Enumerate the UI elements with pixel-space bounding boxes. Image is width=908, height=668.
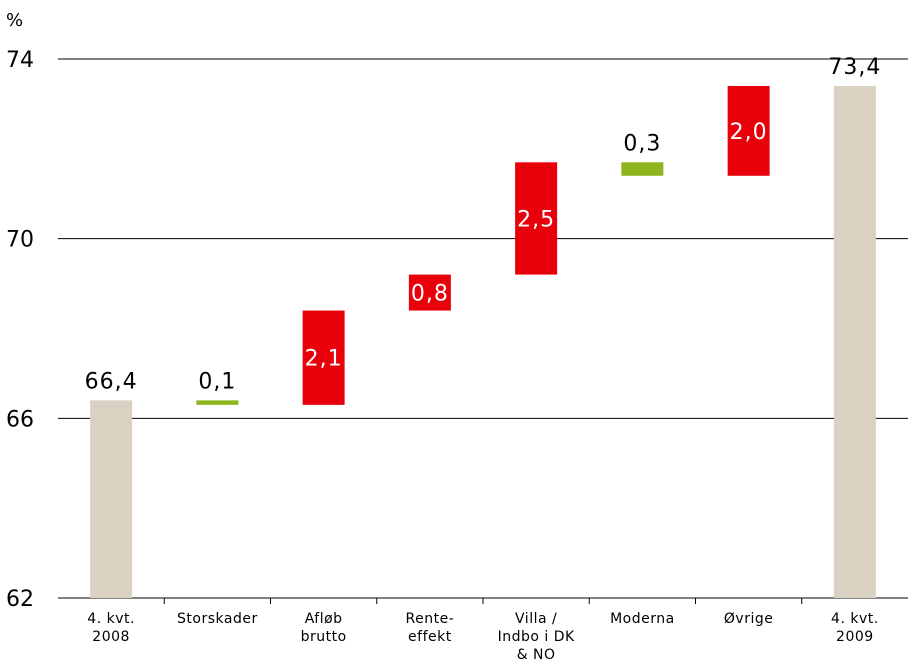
bar-8 xyxy=(833,85,876,598)
data-label-3: 2,1 xyxy=(305,347,343,372)
y-unit-label: % xyxy=(6,10,23,31)
category-label-5: & NO xyxy=(517,647,556,663)
bars xyxy=(90,85,876,598)
bar-5 xyxy=(515,162,558,275)
category-label-3: brutto xyxy=(301,629,347,645)
category-label-6: Moderna xyxy=(610,611,675,627)
category-label-3: Afløb xyxy=(305,611,343,627)
data-label-2: 0,1 xyxy=(198,369,236,394)
data-label-5: 2,5 xyxy=(517,207,555,232)
category-label-1: 4. kvt. xyxy=(87,611,135,627)
x-axis-category-labels: 4. kvt. 2008 Storskader Afløb brutto Rente-ef… xyxy=(87,611,878,663)
gridlines xyxy=(58,58,908,604)
bar-3 xyxy=(302,310,345,405)
category-label-2: Storskader xyxy=(177,611,258,627)
category-label-4: Rente- xyxy=(406,611,455,627)
category-label-4: effekt xyxy=(408,629,452,645)
data-labels: 66,4 0,1 2,1 0,8 2,5 0,3 2,0 73,4 xyxy=(85,55,881,394)
category-label-8: 4. kvt. xyxy=(831,611,879,627)
data-label-7: 2,0 xyxy=(730,120,768,145)
data-label-1: 66,4 xyxy=(85,369,138,394)
category-label-5: Villa / xyxy=(515,611,557,627)
y-tick-label: 70 xyxy=(6,228,34,253)
y-tick-label: 74 xyxy=(6,48,34,73)
category-label-7: Øvrige xyxy=(724,611,773,627)
y-tick-label: 66 xyxy=(6,407,34,432)
bar-6 xyxy=(621,162,664,176)
data-label-4: 0,8 xyxy=(411,282,449,307)
data-label-8: 73,4 xyxy=(828,55,881,80)
bar-7 xyxy=(727,85,770,176)
category-label-8: 2009 xyxy=(836,629,874,645)
category-label-1: 2008 xyxy=(92,629,130,645)
y-axis-tick-labels: 62 66 70 74 xyxy=(6,48,34,612)
bar-2 xyxy=(196,400,239,405)
bar-4 xyxy=(408,274,451,311)
data-label-6: 0,3 xyxy=(623,131,661,156)
category-label-5: Indbo i DK xyxy=(498,629,575,645)
y-tick-label: 62 xyxy=(6,587,34,612)
bar-1 xyxy=(90,400,133,598)
